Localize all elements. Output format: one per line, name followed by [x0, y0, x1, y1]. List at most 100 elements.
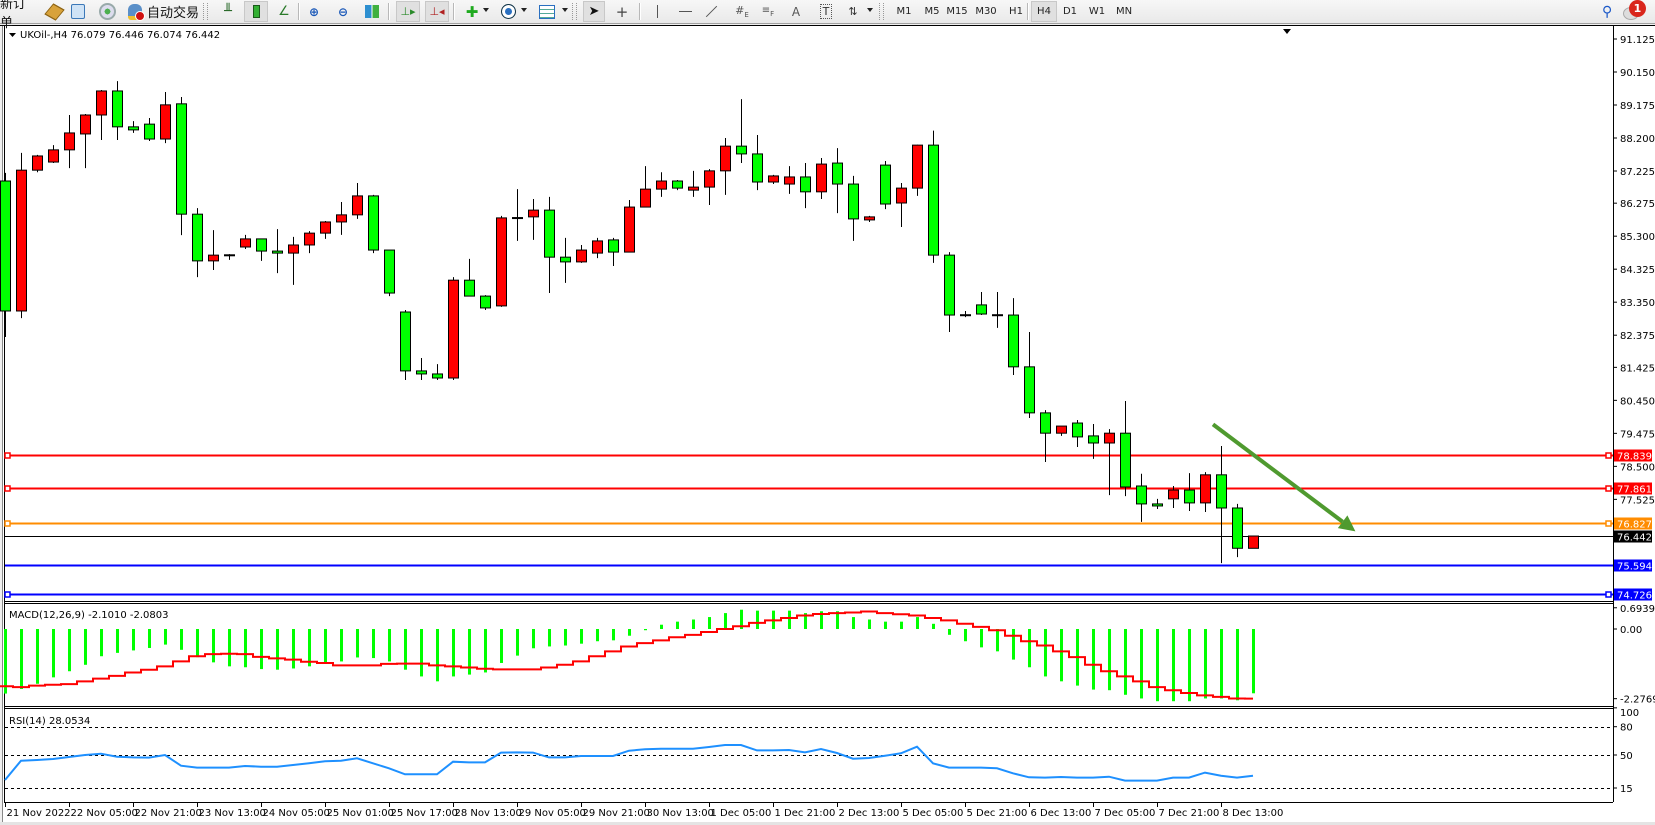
- bear-candle-body: [1024, 366, 1035, 414]
- bear-candle-body: [144, 123, 155, 140]
- level-handle[interactable]: [1605, 452, 1612, 459]
- bear-candle-body: [256, 238, 267, 252]
- zoom-in-button[interactable]: ⊕: [304, 2, 324, 21]
- macd-histogram-bar: [660, 624, 663, 629]
- candle: [704, 169, 715, 206]
- macd-histogram-bar: [52, 629, 55, 678]
- period-d1-button[interactable]: D1: [1062, 6, 1078, 17]
- period-mn-button[interactable]: MN: [1115, 6, 1133, 17]
- chart-shift-button[interactable]: ⊥◂: [425, 1, 449, 22]
- periods-button[interactable]: [498, 2, 518, 21]
- line-chart-button[interactable]: ∠: [274, 2, 294, 21]
- level-handle[interactable]: [4, 485, 11, 492]
- bull-candle-body: [224, 254, 235, 257]
- new-order-button[interactable]: 新订单: [0, 0, 34, 31]
- period-h1-button[interactable]: H1: [1009, 6, 1023, 17]
- text-label-button[interactable]: T: [816, 2, 836, 21]
- candle: [256, 238, 267, 261]
- macd-histogram-bar: [532, 629, 535, 649]
- time-label: 1 Dec 21:00: [775, 808, 836, 819]
- search-button[interactable]: ⚲: [1598, 2, 1616, 21]
- bear-candle-body: [736, 145, 747, 155]
- fibonacci-levels-button[interactable]: ≡F: [758, 2, 778, 21]
- bull-candle-body: [688, 186, 699, 191]
- macd-histogram-bar: [1140, 629, 1143, 699]
- zoom-out-button[interactable]: ⊖: [333, 2, 353, 21]
- level-handle[interactable]: [4, 452, 11, 459]
- bar-chart-icon: ╨: [224, 4, 232, 19]
- macd-histogram-bar: [228, 629, 231, 667]
- macd-histogram-bar: [1220, 629, 1223, 699]
- bull-candle-body: [1200, 474, 1211, 504]
- trend-arrow-head-icon[interactable]: [1337, 515, 1356, 532]
- level-handle[interactable]: [4, 520, 11, 527]
- templates-dropdown[interactable]: [562, 8, 568, 12]
- auto-scroll-button[interactable]: ⊥▸: [396, 1, 420, 22]
- rsi-title: RSI(14) 28.0534: [9, 716, 90, 727]
- period-m30-button[interactable]: M30: [975, 6, 997, 17]
- signals-button[interactable]: [97, 2, 117, 21]
- candle: [1152, 498, 1163, 510]
- chart-shift-marker-icon[interactable]: [1283, 29, 1291, 34]
- tile-windows-button[interactable]: [362, 2, 382, 21]
- auto-trading-button[interactable]: [124, 2, 146, 21]
- macd-histogram-bar: [836, 611, 839, 629]
- vertical-line-button[interactable]: [647, 2, 667, 21]
- level-handle[interactable]: [1605, 520, 1612, 527]
- period-m5-button[interactable]: M5: [924, 6, 940, 17]
- time-label: 22 Nov 05:00: [71, 808, 138, 819]
- cursor-button[interactable]: ➤: [583, 1, 605, 22]
- candle: [112, 81, 123, 141]
- bear-candle-body: [800, 176, 811, 193]
- toolbar-grip[interactable]: [572, 3, 577, 20]
- history-center-button[interactable]: [43, 2, 65, 21]
- macd-histogram-bar: [516, 629, 519, 656]
- symbol-menu-triangle-icon[interactable]: [9, 33, 16, 37]
- arrows-dropdown[interactable]: [867, 8, 873, 12]
- auto-trading-label-button[interactable]: 自动交易: [147, 2, 199, 21]
- terminal-button[interactable]: [68, 2, 88, 21]
- candle: [320, 220, 331, 239]
- fibonacci-channel-button[interactable]: #E: [732, 2, 752, 21]
- level-handle[interactable]: [4, 591, 11, 598]
- time-label: 5 Dec 05:00: [903, 808, 964, 819]
- price-label: 83.350: [1620, 298, 1655, 309]
- level-price-label: 76.827: [1617, 520, 1652, 531]
- period-m1-button[interactable]: M1: [896, 6, 912, 17]
- text-tool-button[interactable]: A: [786, 2, 806, 21]
- bear-candle-body: [432, 373, 443, 379]
- level-handle[interactable]: [1605, 485, 1612, 492]
- macd-histogram-bar: [1060, 629, 1063, 682]
- new-chart-dropdown[interactable]: [483, 8, 489, 12]
- time-label: 28 Nov 13:00: [455, 808, 522, 819]
- crosshair-button[interactable]: +: [612, 2, 632, 21]
- toolbar-grip[interactable]: [203, 3, 208, 20]
- templates-button[interactable]: [537, 2, 557, 21]
- candle: [576, 244, 587, 263]
- candlestick-chart-button[interactable]: [244, 1, 268, 22]
- toolbar-grip[interactable]: [879, 3, 884, 20]
- period-h4-button[interactable]: H4: [1031, 1, 1057, 22]
- periods-dropdown[interactable]: [521, 8, 527, 12]
- period-m15-button[interactable]: M15: [946, 6, 968, 17]
- level-handle[interactable]: [1605, 591, 1612, 598]
- bull-candle-body: [528, 209, 539, 218]
- candle: [608, 237, 619, 266]
- arrows-button[interactable]: ⇅: [843, 2, 863, 21]
- bar-chart-button[interactable]: ╨: [218, 2, 238, 21]
- bottom-strip: [0, 822, 1655, 825]
- trendline-button[interactable]: [701, 2, 721, 21]
- horizontal-line-button[interactable]: [675, 2, 695, 21]
- trend-arrow-line[interactable]: [1211, 422, 1344, 524]
- macd-histogram-bar: [68, 629, 71, 672]
- bear-candle-body: [416, 370, 427, 375]
- new-chart-button[interactable]: ✚: [462, 2, 482, 21]
- rsi-axis-label: 15: [1620, 784, 1633, 795]
- macd-axis-label: 0.6939: [1620, 604, 1655, 615]
- period-w1-button[interactable]: W1: [1088, 6, 1106, 17]
- macd-histogram-bar: [932, 623, 935, 629]
- macd-histogram-bar: [644, 629, 647, 631]
- candle: [464, 258, 475, 297]
- notification-badge[interactable]: 1: [1629, 0, 1646, 17]
